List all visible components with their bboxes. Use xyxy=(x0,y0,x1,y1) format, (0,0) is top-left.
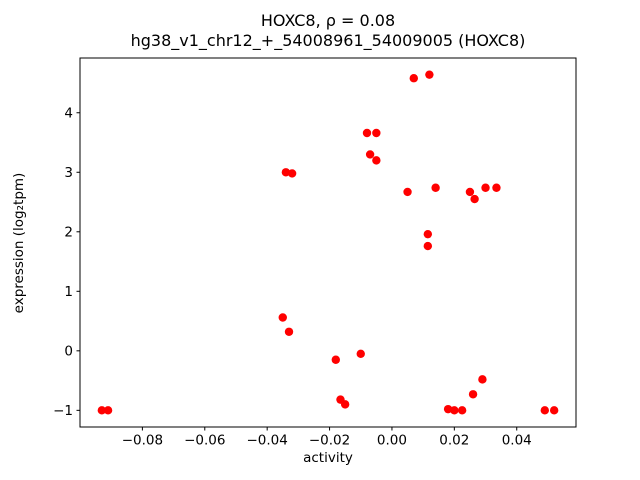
x-tick-label: 0.02 xyxy=(439,433,469,449)
data-point xyxy=(443,404,453,414)
chart-subtitle: hg38_v1_chr12_+_54008961_54009005 (HOXC8… xyxy=(131,31,526,51)
data-point xyxy=(540,406,550,415)
points-layer xyxy=(97,70,559,415)
y-tick-label: 1 xyxy=(64,284,73,300)
data-point xyxy=(465,187,475,197)
y-tick-label: 2 xyxy=(64,225,73,241)
data-point xyxy=(372,156,381,165)
x-tick-label: −0.06 xyxy=(184,433,225,449)
data-point xyxy=(331,355,340,364)
data-point xyxy=(457,406,467,415)
data-point xyxy=(549,406,559,415)
data-point xyxy=(423,229,433,239)
axes-layer: −0.08 −0.06 −0.04 −0.02 0.00 0.02 0.04 −1 0 1 2 3 4 xyxy=(53,57,577,449)
x-tick-label: 0.00 xyxy=(377,433,407,449)
x-tick-label: 0.04 xyxy=(502,433,532,449)
y-tick-label: 0 xyxy=(64,344,73,360)
y-tick-label: 3 xyxy=(64,165,73,181)
data-point xyxy=(362,128,372,138)
data-point xyxy=(287,169,297,178)
x-axis-label: activity xyxy=(303,450,353,466)
chart-title: HOXC8, ρ = 0.08 xyxy=(261,11,395,30)
data-point xyxy=(97,406,107,415)
data-point xyxy=(340,400,350,409)
data-point xyxy=(403,187,412,197)
data-point xyxy=(492,183,501,192)
data-point xyxy=(470,194,479,204)
data-point xyxy=(425,70,434,79)
data-point xyxy=(478,375,487,384)
y-axis-label: expression (log₂tpm) xyxy=(11,173,27,314)
data-point xyxy=(284,327,294,336)
data-point xyxy=(431,183,440,192)
data-point xyxy=(372,128,381,138)
data-point xyxy=(278,313,287,322)
data-point xyxy=(423,241,433,251)
x-tick-label: −0.04 xyxy=(246,433,287,449)
data-point xyxy=(468,390,478,399)
x-tick-label: −0.08 xyxy=(122,433,163,449)
data-point xyxy=(356,349,365,358)
x-tick-label: −0.02 xyxy=(309,433,350,449)
y-tick-label: −1 xyxy=(53,403,73,419)
axes-box xyxy=(79,57,577,428)
data-point xyxy=(281,168,291,177)
y-tick-label: 4 xyxy=(64,105,73,121)
data-point xyxy=(103,406,113,415)
data-point xyxy=(409,74,418,83)
data-point xyxy=(365,150,375,159)
data-point xyxy=(481,183,490,192)
data-point xyxy=(450,406,459,415)
